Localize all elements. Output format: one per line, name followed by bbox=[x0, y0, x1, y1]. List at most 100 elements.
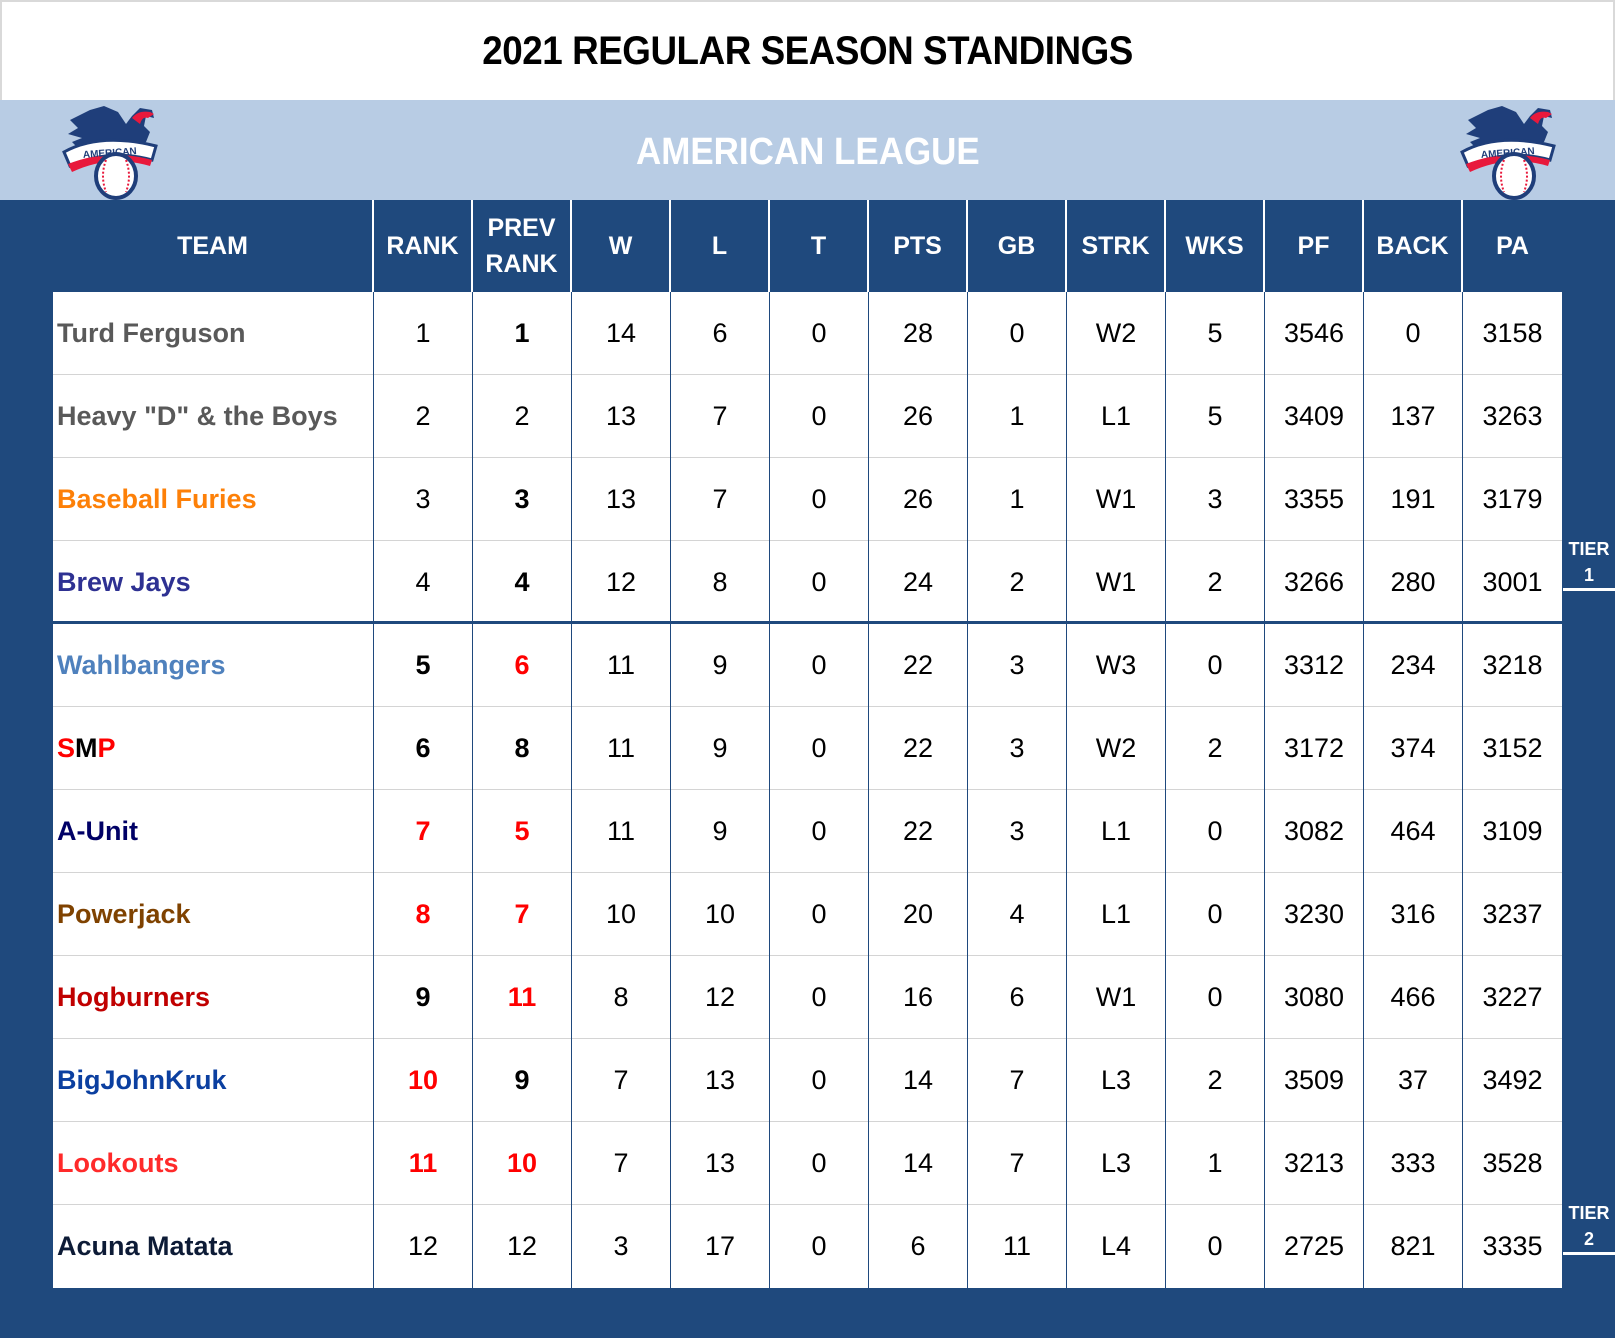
wks-cell: 5 bbox=[1166, 375, 1265, 458]
pa-cell: 3109 bbox=[1482, 816, 1543, 846]
table-row: Lookouts 11 10 7 13 0 14 7 L3 1 3213 333 3528 bbox=[53, 1122, 1562, 1205]
t-cell: 0 bbox=[770, 956, 869, 1039]
rank-cell: 8 bbox=[374, 873, 473, 956]
table-row: S M P 6 8 11 9 0 22 3 W2 2 3172 374 3152 bbox=[53, 707, 1562, 790]
column-header-label: RANK bbox=[485, 250, 558, 278]
team-name: Acuna Matata bbox=[57, 1231, 233, 1261]
pa-cell: 3158 bbox=[1482, 318, 1543, 348]
l-cell: 12 bbox=[671, 956, 770, 1039]
t-cell: 0 bbox=[770, 1205, 869, 1288]
gb-cell: 6 bbox=[968, 956, 1067, 1039]
t-cell: 0 bbox=[770, 790, 869, 873]
team-name-part: P bbox=[97, 733, 116, 763]
w-cell: 7 bbox=[572, 1039, 671, 1122]
gb-cell: 3 bbox=[968, 790, 1067, 873]
rank-cell: 11 bbox=[374, 1122, 473, 1205]
rank-cell: 2 bbox=[374, 375, 473, 458]
t-cell: 0 bbox=[770, 624, 869, 707]
pts-cell: 26 bbox=[869, 458, 968, 541]
team-name-part: M bbox=[75, 733, 98, 763]
pts-cell: 22 bbox=[869, 790, 968, 873]
team-name: Powerjack bbox=[57, 899, 191, 929]
back-cell: 191 bbox=[1364, 458, 1463, 541]
page-title: 2021 REGULAR SEASON STANDINGS bbox=[482, 28, 1133, 73]
column-header-label: PA bbox=[1496, 232, 1529, 260]
back-cell: 466 bbox=[1364, 956, 1463, 1039]
w-cell: 8 bbox=[572, 956, 671, 1039]
back-cell: 137 bbox=[1364, 375, 1463, 458]
column-header-label: T bbox=[810, 232, 827, 260]
back-cell: 374 bbox=[1364, 707, 1463, 790]
column-header-rank[interactable]: RANK bbox=[374, 200, 473, 292]
back-cell: 333 bbox=[1364, 1122, 1463, 1205]
tier-label-text: TIER bbox=[1568, 539, 1610, 559]
column-header-gb[interactable]: GB bbox=[968, 200, 1067, 292]
wks-cell: 3 bbox=[1166, 458, 1265, 541]
team-name: Lookouts bbox=[57, 1148, 179, 1178]
gb-cell: 11 bbox=[968, 1205, 1067, 1288]
pa-cell: 3152 bbox=[1482, 733, 1543, 763]
pa-cell: 3492 bbox=[1482, 1065, 1543, 1095]
column-header-back[interactable]: BACK bbox=[1364, 200, 1463, 292]
pa-cell: 3001 bbox=[1482, 567, 1543, 597]
league-banner: AMERICAN LEAGUE bbox=[0, 100, 1615, 200]
gb-cell: 2 bbox=[968, 541, 1067, 624]
column-header-strk[interactable]: STRK bbox=[1067, 200, 1166, 292]
column-header-label: TEAM bbox=[177, 232, 248, 260]
gb-cell: 0 bbox=[968, 292, 1067, 375]
pa-cell: 3237 bbox=[1482, 899, 1543, 929]
pa-cell: 3335 bbox=[1482, 1231, 1543, 1261]
back-cell: 234 bbox=[1364, 624, 1463, 707]
gb-cell: 7 bbox=[968, 1122, 1067, 1205]
league-name: AMERICAN LEAGUE bbox=[635, 130, 980, 173]
wks-cell: 0 bbox=[1166, 790, 1265, 873]
column-header-label: W bbox=[608, 232, 633, 260]
back-cell: 37 bbox=[1364, 1039, 1463, 1122]
pf-cell: 3080 bbox=[1265, 956, 1364, 1039]
wks-cell: 2 bbox=[1166, 1039, 1265, 1122]
strk-cell: W1 bbox=[1067, 956, 1166, 1039]
gb-cell: 1 bbox=[968, 458, 1067, 541]
l-cell: 9 bbox=[671, 624, 770, 707]
table-row: Baseball Furies 3 3 13 7 0 26 1 W1 3 3355 191 3179 bbox=[53, 458, 1562, 541]
pa-cell: 3528 bbox=[1482, 1148, 1543, 1178]
table-row: BigJohnKruk 10 9 7 13 0 14 7 L3 2 3509 37 3492 bbox=[53, 1039, 1562, 1122]
column-header-pa[interactable]: PA bbox=[1463, 200, 1562, 292]
w-cell: 7 bbox=[572, 1122, 671, 1205]
gb-cell: 3 bbox=[968, 707, 1067, 790]
pf-cell: 3355 bbox=[1265, 458, 1364, 541]
wks-cell: 2 bbox=[1166, 707, 1265, 790]
team-name: Brew Jays bbox=[57, 567, 191, 597]
column-header-pf[interactable]: PF bbox=[1265, 200, 1364, 292]
column-header-team[interactable]: TEAM bbox=[0, 200, 374, 292]
pf-cell: 3213 bbox=[1265, 1122, 1364, 1205]
prev-rank-cell: 8 bbox=[473, 707, 572, 790]
strk-cell: L3 bbox=[1067, 1039, 1166, 1122]
tier-label-number: 1 bbox=[1583, 565, 1594, 585]
l-cell: 13 bbox=[671, 1122, 770, 1205]
column-header-prev-rank[interactable]: PREV RANK bbox=[473, 200, 572, 292]
column-header-l[interactable]: L bbox=[671, 200, 770, 292]
tier-2-label: TIER 2 bbox=[1563, 1200, 1615, 1255]
column-header-label: GB bbox=[997, 232, 1036, 260]
american-league-eagle-logo-icon: AMERICAN bbox=[1460, 106, 1556, 200]
rank-cell: 6 bbox=[374, 707, 473, 790]
column-header-wks[interactable]: WKS bbox=[1166, 200, 1265, 292]
title-band: 2021 REGULAR SEASON STANDINGS bbox=[0, 0, 1615, 100]
wks-cell: 0 bbox=[1166, 1205, 1265, 1288]
strk-cell: L1 bbox=[1067, 790, 1166, 873]
column-header-pts[interactable]: PTS bbox=[869, 200, 968, 292]
rank-cell: 3 bbox=[374, 458, 473, 541]
prev-rank-cell: 9 bbox=[473, 1039, 572, 1122]
strk-cell: L1 bbox=[1067, 873, 1166, 956]
column-header-t[interactable]: T bbox=[770, 200, 869, 292]
strk-cell: L4 bbox=[1067, 1205, 1166, 1288]
back-cell: 821 bbox=[1364, 1205, 1463, 1288]
rank-cell: 1 bbox=[374, 292, 473, 375]
wks-cell: 0 bbox=[1166, 873, 1265, 956]
column-header-label: PREV bbox=[487, 214, 556, 242]
column-header-w[interactable]: W bbox=[572, 200, 671, 292]
table-row: Powerjack 8 7 10 10 0 20 4 L1 0 3230 316 3237 bbox=[53, 873, 1562, 956]
t-cell: 0 bbox=[770, 541, 869, 624]
team-name-cell: BigJohnKruk bbox=[53, 1039, 374, 1122]
